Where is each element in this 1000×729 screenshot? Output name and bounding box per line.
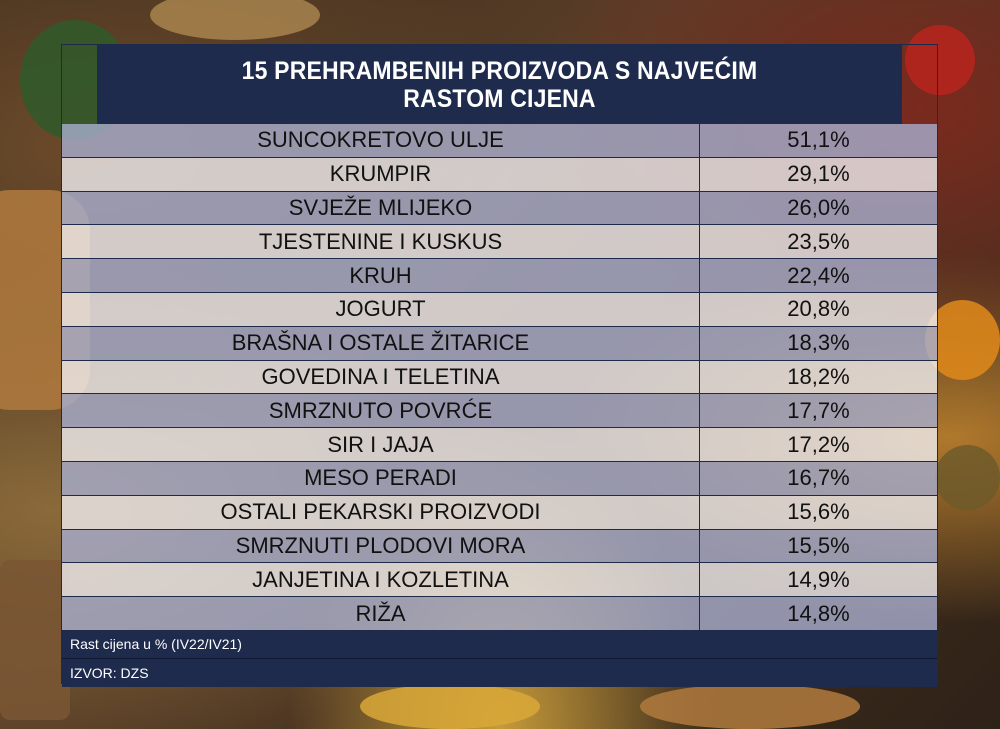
table-row: BRAŠNA I OSTALE ŽITARICE 18,3% — [62, 326, 937, 361]
price-increase-cell: 18,3% — [787, 330, 850, 356]
table-title: 15 PREHRAMBENIH PROIZVODA S NAJVEĆIM RAS… — [97, 45, 902, 124]
table-row: OSTALI PEKARSKI PROIZVODI 15,6% — [62, 495, 937, 530]
product-name-cell: OSTALI PEKARSKI PROIZVODI — [62, 495, 700, 529]
table-row: SVJEŽE MLIJEKO 26,0% — [62, 191, 937, 226]
price-increase-cell: 15,6% — [787, 499, 850, 525]
background-apple — [905, 25, 975, 95]
background-chickpeas — [360, 684, 540, 729]
product-name-cell: JANJETINA I KOZLETINA — [62, 563, 700, 597]
price-increase-cell: 17,7% — [787, 397, 850, 423]
price-increase-cell: 51,1% — [787, 127, 850, 153]
product-name-cell: SMRZNUTI PLODOVI MORA — [62, 529, 700, 563]
product-name-cell: SUNCOKRETOVO ULJE — [62, 124, 700, 157]
product-name-cell: MESO PERADI — [62, 461, 700, 495]
price-increase-cell: 17,2% — [787, 431, 850, 457]
price-increase-cell: 15,5% — [787, 532, 850, 558]
background-crackers — [0, 560, 70, 720]
table-row: KRUMPIR 29,1% — [62, 157, 937, 192]
table-title-line-2: RASTOM CIJENA — [403, 84, 596, 113]
table-row: TJESTENINE I KUSKUS 23,5% — [62, 225, 937, 260]
table-row: KRUH 22,4% — [62, 259, 937, 293]
table-row: RIŽA 14,8% — [62, 597, 937, 631]
price-increase-cell: 23,5% — [787, 228, 850, 254]
table-row: SIR I JAJA 17,2% — [62, 428, 937, 462]
table-row: MESO PERADI 16,7% — [62, 461, 937, 496]
product-name-cell: SMRZNUTO POVRĆE — [62, 394, 700, 428]
table-row: SUNCOKRETOVO ULJE 51,1% — [62, 124, 937, 158]
table-source: IZVOR: DZS — [62, 658, 937, 687]
price-increase-cell: 18,2% — [787, 363, 850, 389]
price-increase-table: 15 PREHRAMBENIH PROIZVODA S NAJVEĆIM RAS… — [61, 44, 938, 687]
background-pasta — [640, 684, 860, 729]
price-increase-cell: 22,4% — [787, 262, 850, 288]
product-name-cell: JOGURT — [62, 292, 700, 326]
table-row: GOVEDINA I TELETINA 18,2% — [62, 360, 937, 395]
price-increase-cell: 29,1% — [787, 161, 850, 187]
price-increase-cell: 16,7% — [787, 465, 850, 491]
product-name-cell: KRUH — [62, 259, 700, 292]
table-note-text: Rast cijena u % (IV22/IV21) — [70, 636, 242, 653]
product-name-cell: SIR I JAJA — [62, 428, 700, 461]
price-increase-cell: 14,9% — [787, 566, 850, 592]
table-note: Rast cijena u % (IV22/IV21) — [62, 630, 937, 659]
product-name-cell: TJESTENINE I KUSKUS — [62, 225, 700, 259]
table-row: SMRZNUTO POVRĆE 17,7% — [62, 394, 937, 429]
price-increase-cell: 14,8% — [787, 600, 850, 626]
background-potatoes — [150, 0, 320, 40]
table-row: JOGURT 20,8% — [62, 292, 937, 327]
product-name-cell: RIŽA — [62, 597, 700, 630]
product-name-cell: GOVEDINA I TELETINA — [62, 360, 700, 394]
price-increase-cell: 20,8% — [787, 296, 850, 322]
product-name-cell: BRAŠNA I OSTALE ŽITARICE — [62, 326, 700, 360]
table-row: SMRZNUTI PLODOVI MORA 15,5% — [62, 529, 937, 564]
table-body: SUNCOKRETOVO ULJE 51,1% KRUMPIR 29,1% SVJEŽE… — [62, 124, 937, 631]
product-name-cell: SVJEŽE MLIJEKO — [62, 191, 700, 225]
table-row: JANJETINA I KOZLETINA 14,9% — [62, 563, 937, 598]
product-name-cell: KRUMPIR — [62, 157, 700, 191]
table-source-text: IZVOR: DZS — [70, 664, 149, 681]
table-title-line-1: 15 PREHRAMBENIH PROIZVODA S NAJVEĆIM — [241, 56, 758, 85]
background-kiwi — [935, 445, 1000, 510]
price-increase-cell: 26,0% — [787, 194, 850, 220]
